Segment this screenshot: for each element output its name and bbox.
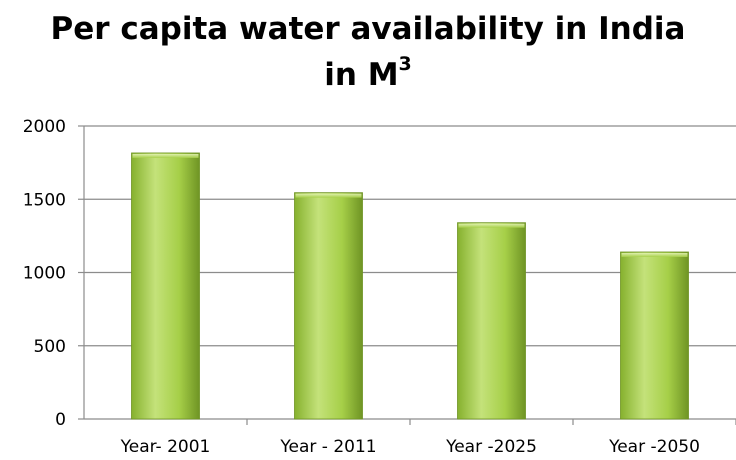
- y-tick-labels: 0 500 1000 1500 2000: [23, 117, 66, 430]
- y-tick-label: 1500: [23, 190, 66, 210]
- x-tick-label: Year -2050: [608, 437, 700, 457]
- bar-top-highlight: [458, 223, 525, 228]
- bar-top-highlight: [132, 153, 199, 158]
- x-tick-label: Year - 2011: [279, 437, 376, 457]
- chart-title-superscript: 3: [398, 52, 412, 75]
- chart-title: Per capita water availability in India i…: [0, 6, 736, 98]
- x-tick-label: Year- 2001: [120, 437, 211, 457]
- chart-title-line2-text: in M: [324, 57, 399, 93]
- bars: [131, 152, 689, 420]
- y-tick-label: 1000: [23, 264, 66, 284]
- chart-title-line2: in M3: [0, 52, 736, 98]
- bar-1: [294, 192, 363, 420]
- y-tick-label: 0: [55, 410, 66, 430]
- x-tick-label: Year -2025: [445, 437, 537, 457]
- chart-title-line1: Per capita water availability in India: [50, 11, 686, 47]
- bar-top-highlight: [621, 252, 688, 257]
- bar-top-highlight: [295, 193, 362, 198]
- y-tick-label: 500: [34, 337, 66, 357]
- x-tick-labels: Year- 2001 Year - 2011 Year -2025 Year -205…: [120, 437, 700, 457]
- bar-2: [457, 222, 526, 420]
- bar-3: [620, 251, 689, 420]
- bar-0: [131, 152, 200, 420]
- y-tick-label: 2000: [23, 117, 66, 137]
